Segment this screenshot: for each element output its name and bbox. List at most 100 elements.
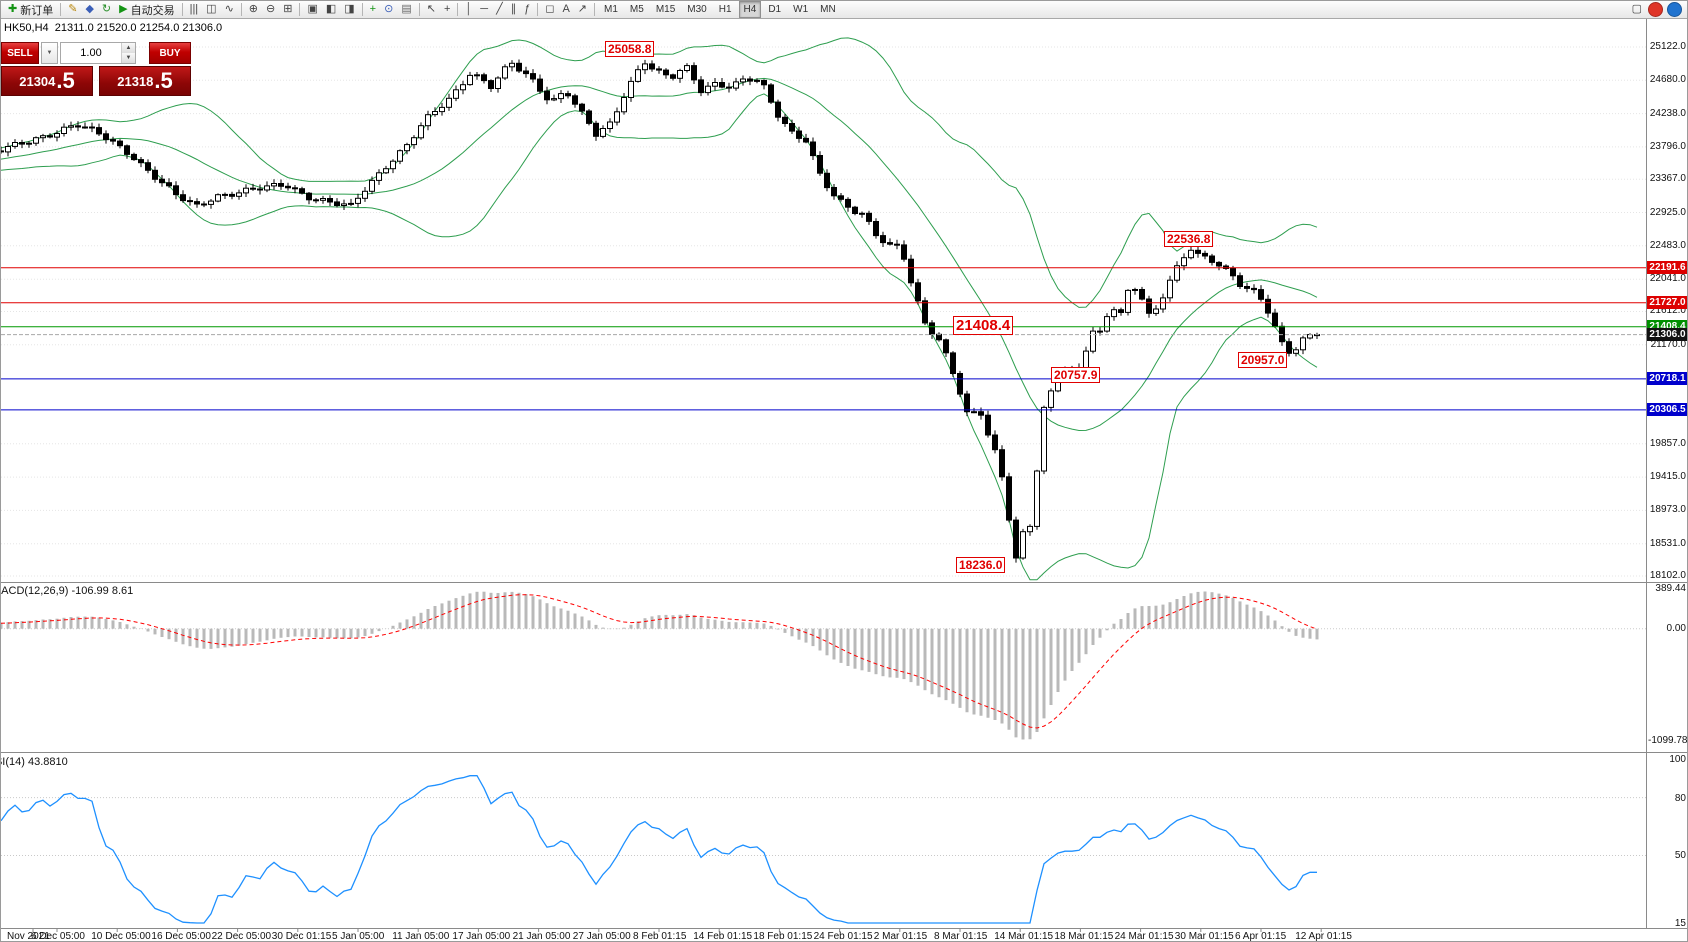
time-tick-label: 21 Jan 05:00	[512, 931, 571, 942]
zoom-out-icon[interactable]: ⊖	[262, 1, 279, 19]
tile-windows-icon[interactable]: ⊞	[279, 1, 296, 19]
price-tick: 24238.0	[1649, 107, 1686, 119]
line-chart-icon[interactable]: ∿	[221, 1, 238, 19]
toolbar-separator	[299, 3, 301, 16]
sell-price-main: 21304	[19, 73, 56, 89]
timeframe-m1[interactable]: M1	[604, 4, 618, 15]
zoom-out-icon: ⊖	[266, 3, 276, 15]
volume-input[interactable]	[61, 43, 121, 63]
text-label-icon: A	[562, 3, 570, 15]
trendline-icon[interactable]: ╱	[492, 1, 507, 19]
trade-panel-prices: 21304 .5 21318 .5	[1, 66, 191, 96]
price-tick: 19415.0	[1649, 471, 1686, 483]
timeframe-mn[interactable]: MN	[820, 4, 836, 15]
alerts-icon[interactable]	[1648, 2, 1663, 17]
time-tick-label: 27 Jan 05:00	[572, 931, 631, 942]
templates-icon[interactable]: ▤	[397, 1, 415, 19]
time-tick-label: 14 Mar 01:15	[994, 931, 1054, 942]
toolbar-separator	[594, 3, 596, 16]
channel-icon: ∥	[510, 3, 517, 15]
line-chart-icon: ∿	[224, 3, 234, 15]
add-indicator-icon: +	[369, 3, 377, 15]
timeframe-m30[interactable]: M30	[687, 4, 707, 15]
toolbar-separator	[361, 3, 363, 16]
time-tick-label: 18 Mar 01:15	[1054, 931, 1114, 942]
text-label-icon[interactable]: A	[558, 1, 573, 19]
time-tick-label: 2 Mar 01:15	[873, 931, 928, 942]
buy-price-main: 21318	[117, 73, 154, 89]
timeframe-d1[interactable]: D1	[768, 4, 782, 15]
price-tick: 22483.0	[1649, 239, 1686, 251]
market-watch-icon: ◆	[85, 3, 94, 15]
navigator-icon[interactable]: ↻	[98, 1, 115, 19]
timeframe-m15[interactable]: M15	[655, 4, 676, 15]
candlestick-chart-icon[interactable]: ◫	[202, 1, 220, 19]
channel-icon[interactable]: ∥	[507, 1, 521, 19]
arrow-objects-icon[interactable]: ↗	[574, 1, 591, 19]
time-tick-label: Nov 2021	[7, 931, 50, 942]
time-tick-label: 11 Jan 05:00	[392, 931, 450, 942]
sell-price-display[interactable]: 21304 .5	[1, 66, 93, 96]
price-tick: 23796.0	[1649, 140, 1686, 152]
market-watch-icon[interactable]: ◆	[81, 1, 97, 19]
time-tick-label: 10 Dec 05:00	[91, 931, 151, 942]
price-tick: 22041.0	[1649, 273, 1686, 285]
arrow-objects-icon: ↗	[577, 3, 588, 15]
add-indicator-icon[interactable]: +	[366, 1, 380, 19]
volume-down-button[interactable]: ▼	[122, 53, 135, 63]
vertical-line-icon[interactable]: │	[461, 1, 476, 19]
time-tick-label: 17 Jan 05:00	[452, 931, 511, 942]
time-tick-label: 5 Jan 05:00	[332, 931, 385, 942]
metaeditor-icon[interactable]: ✎	[64, 1, 81, 19]
auto-scroll-icon: ◨	[344, 3, 355, 15]
auto-scroll-icon[interactable]: ◨	[340, 1, 358, 19]
price-tick: 18531.0	[1649, 537, 1686, 549]
price-tick: 22925.0	[1649, 206, 1686, 218]
cursor-icon[interactable]: ↖	[423, 1, 440, 19]
buy-button[interactable]: BUY	[149, 42, 191, 64]
timeframe-w1[interactable]: W1	[793, 4, 809, 15]
timeframe-h4[interactable]: H4	[738, 1, 762, 18]
community-icon[interactable]	[1667, 2, 1682, 17]
volume-spinner: ▲ ▼	[121, 43, 135, 63]
macd-axis-min: -1099.78	[1648, 735, 1688, 746]
macd-axis-max: 389.44	[1655, 583, 1686, 594]
shapes-icon: ◻	[545, 3, 555, 15]
time-tick-label: 30 Mar 01:15	[1174, 931, 1234, 942]
buy-price-display[interactable]: 21318 .5	[99, 66, 191, 96]
cursor-icon: ↖	[426, 3, 436, 15]
sell-button[interactable]: SELL	[1, 42, 39, 64]
price-line-label: 22191.6	[1647, 261, 1687, 275]
bar-chart-icon[interactable]: |||	[186, 1, 203, 19]
autotrading-button[interactable]: ▶ 自动交易	[115, 1, 178, 19]
fullscreen-icon[interactable]: ▢	[1628, 1, 1646, 19]
macd-indicator-label: MACD(12,26,9) -106.99 8.61	[0, 585, 134, 597]
price-tick: 25122.0	[1649, 40, 1686, 52]
shapes-icon[interactable]: ◻	[541, 1, 558, 19]
volume-dropdown-icon[interactable]: ▼	[41, 42, 58, 64]
timeframe-m5[interactable]: M5	[629, 4, 644, 15]
timeframe-h1[interactable]: H1	[718, 4, 732, 15]
new-chart-icon[interactable]: ▣	[303, 1, 321, 19]
vertical-line-icon: │	[465, 3, 473, 15]
price-tick: 18102.0	[1649, 570, 1686, 582]
rsi-axis-tick: 100	[1669, 754, 1686, 765]
new-order-button[interactable]: ✚ 新订单	[4, 1, 57, 19]
autotrading-icon: ▶	[119, 3, 128, 15]
chart-shift-icon[interactable]: ◧	[322, 1, 340, 19]
rsi-indicator-label: RSI(14) 43.8810	[1, 756, 68, 768]
time-tick-label: 8 Feb 01:15	[633, 931, 687, 942]
time-tick-label: 6 Apr 01:15	[1235, 931, 1287, 942]
horizontal-line-icon[interactable]: ─	[476, 1, 492, 19]
time-tick-label: 22 Dec 05:00	[211, 931, 272, 942]
volume-up-button[interactable]: ▲	[122, 43, 135, 53]
crosshair-icon[interactable]: +	[440, 1, 454, 19]
fibonacci-icon[interactable]: ƒ	[520, 1, 534, 19]
price-callout: 22536.8	[1164, 231, 1214, 247]
price-callout: 20957.0	[1238, 352, 1288, 368]
crosshair-icon: +	[443, 3, 451, 15]
price-line-label: 20306.5	[1647, 403, 1687, 417]
zoom-in-icon[interactable]: ⊕	[245, 1, 262, 19]
cycles-icon[interactable]: ⊙	[380, 1, 397, 19]
